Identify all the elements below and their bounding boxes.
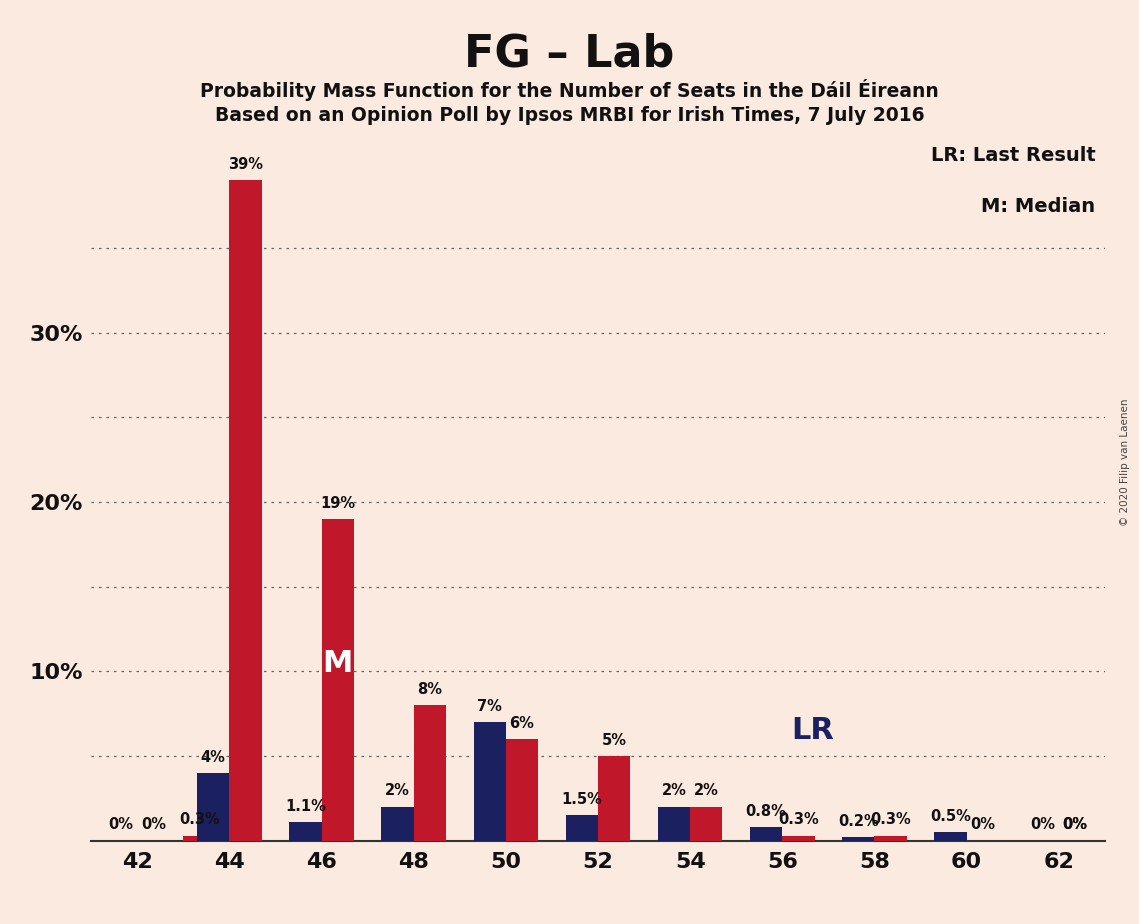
Bar [658, 807, 690, 841]
Bar [934, 833, 967, 841]
Text: Based on an Opinion Poll by Ipsos MRBI for Irish Times, 7 July 2016: Based on an Opinion Poll by Ipsos MRBI f… [214, 106, 925, 126]
Text: 0.3%: 0.3% [870, 812, 911, 827]
Bar [566, 816, 598, 841]
Text: 0%: 0% [1030, 818, 1055, 833]
Bar [842, 837, 875, 841]
Bar [289, 822, 321, 841]
Text: 2%: 2% [694, 784, 719, 798]
Bar [506, 739, 538, 841]
Text: 8%: 8% [417, 682, 442, 697]
Text: 0%: 0% [970, 818, 995, 833]
Text: 6%: 6% [509, 716, 534, 731]
Bar [474, 723, 506, 841]
Bar [229, 180, 262, 841]
Bar [321, 519, 354, 841]
Bar [782, 836, 814, 841]
Bar [598, 756, 630, 841]
Text: 0%: 0% [1063, 818, 1088, 833]
Text: 0.8%: 0.8% [746, 804, 787, 819]
Text: 0.3%: 0.3% [778, 812, 819, 827]
Bar [875, 836, 907, 841]
Text: 0%: 0% [108, 818, 133, 833]
Text: LR: Last Result: LR: Last Result [931, 146, 1096, 165]
Bar [382, 807, 413, 841]
Text: FG – Lab: FG – Lab [465, 32, 674, 76]
Text: 1.1%: 1.1% [285, 798, 326, 814]
Text: LR: LR [792, 716, 835, 746]
Bar [751, 827, 782, 841]
Bar [690, 807, 722, 841]
Text: 0%: 0% [141, 818, 166, 833]
Bar [197, 773, 229, 841]
Text: 2%: 2% [662, 784, 687, 798]
Text: © 2020 Filip van Laenen: © 2020 Filip van Laenen [1121, 398, 1130, 526]
Text: 2%: 2% [385, 784, 410, 798]
Text: 1.5%: 1.5% [562, 792, 603, 807]
Text: M: M [322, 650, 353, 678]
Text: 5%: 5% [601, 733, 626, 748]
Bar [413, 705, 446, 841]
Text: 39%: 39% [228, 157, 263, 172]
Text: M: Median: M: Median [982, 197, 1096, 216]
Text: 0.3%: 0.3% [179, 812, 220, 827]
Text: 0.2%: 0.2% [838, 814, 878, 829]
Text: Probability Mass Function for the Number of Seats in the Dáil Éireann: Probability Mass Function for the Number… [200, 79, 939, 101]
Text: 4%: 4% [200, 749, 226, 765]
Text: 0%: 0% [1063, 818, 1088, 833]
Text: 0.5%: 0.5% [931, 808, 970, 824]
Text: 7%: 7% [477, 699, 502, 714]
Text: 19%: 19% [320, 495, 355, 511]
Bar [183, 836, 215, 841]
